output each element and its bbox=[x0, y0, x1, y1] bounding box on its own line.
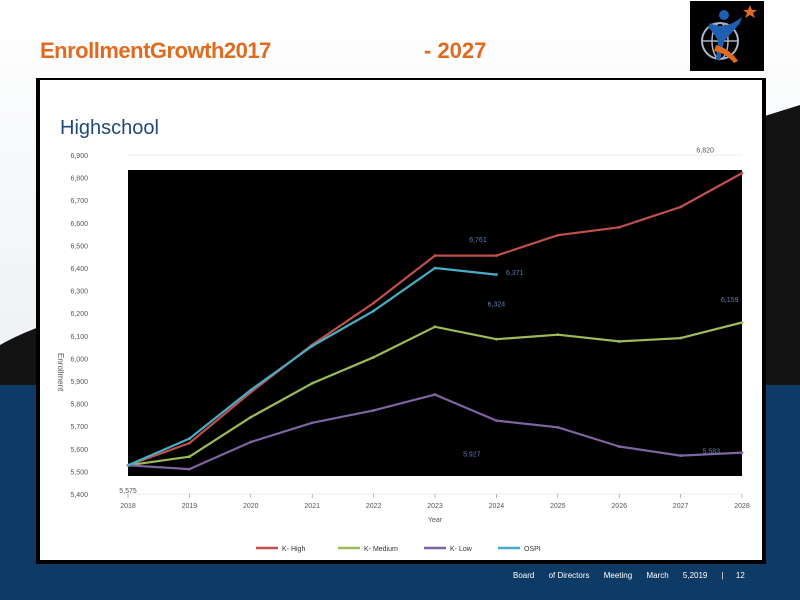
data-label: 5,583 bbox=[703, 448, 721, 455]
x-tick-label: 2018 bbox=[120, 503, 136, 510]
y-tick-label: 6,500 bbox=[70, 243, 88, 250]
data-point bbox=[188, 455, 191, 459]
x-tick-label: 2027 bbox=[673, 503, 689, 510]
data-point bbox=[433, 325, 437, 329]
x-axis-label: Year bbox=[428, 517, 443, 524]
legend-label: K- Medium bbox=[364, 546, 398, 553]
x-tick-label: 2023 bbox=[427, 503, 443, 510]
legend-label: OSPI bbox=[524, 546, 541, 553]
chart-frame: Highschool 5,400 5,500 5,600 5,700 5,800 5,90… bbox=[36, 78, 766, 564]
y-tick-label: 6,400 bbox=[70, 266, 88, 273]
footer-word: Board bbox=[513, 571, 535, 580]
data-point bbox=[495, 419, 498, 422]
x-tick-label: 2020 bbox=[243, 503, 259, 510]
x-tick-label: 2025 bbox=[550, 503, 566, 510]
y-tick-label: 5,900 bbox=[70, 379, 88, 386]
y-tick-label: 6,300 bbox=[70, 289, 88, 296]
data-point bbox=[495, 273, 498, 276]
x-tick-label: 2022 bbox=[366, 503, 382, 510]
data-point bbox=[740, 321, 744, 324]
data-point bbox=[372, 309, 375, 313]
y-tick-label: 5,400 bbox=[70, 492, 88, 499]
chart-title: Highschool bbox=[60, 117, 159, 139]
footer-word: of Directors bbox=[548, 571, 590, 580]
y-tick-label: 6,600 bbox=[70, 221, 88, 228]
y-tick-label: 5,600 bbox=[70, 447, 88, 454]
enrollment-line-chart: Highschool 5,400 5,500 5,600 5,700 5,800 5,90… bbox=[40, 80, 762, 560]
x-tick-label: 2019 bbox=[182, 503, 198, 510]
data-point bbox=[188, 437, 191, 441]
data-point bbox=[310, 344, 314, 348]
data-point bbox=[188, 441, 191, 445]
legend-label: K- Low bbox=[450, 546, 473, 553]
data-point bbox=[310, 381, 314, 385]
slide-footer: Board of Directors Meeting March 5,2019 … bbox=[513, 571, 757, 580]
y-tick-label: 6,700 bbox=[70, 198, 88, 205]
data-label: 6,324 bbox=[488, 301, 506, 308]
data-point bbox=[188, 467, 191, 471]
legend-label: K- High bbox=[282, 546, 305, 553]
data-point bbox=[556, 233, 560, 237]
chart-legend: K- High K- Medium K- Low OSPI bbox=[256, 546, 541, 553]
data-label: 6,159 bbox=[721, 297, 739, 304]
page-number: 12 bbox=[735, 571, 745, 580]
data-point bbox=[433, 254, 437, 257]
y-tick-label: 6,100 bbox=[70, 334, 88, 341]
slide-title: EnrollmentGrowth2017 bbox=[40, 38, 271, 63]
x-tick-label: 2024 bbox=[489, 503, 505, 510]
data-point bbox=[556, 425, 560, 429]
y-tick-label: 6,800 bbox=[70, 176, 88, 183]
data-point bbox=[249, 415, 253, 419]
y-tick-label: 5,700 bbox=[70, 424, 88, 431]
data-point bbox=[372, 408, 375, 412]
data-point bbox=[679, 205, 682, 209]
y-tick-label: 6,900 bbox=[70, 153, 88, 160]
data-point bbox=[249, 388, 253, 392]
data-point bbox=[679, 454, 682, 457]
footer-date: 5,2019 bbox=[682, 571, 708, 580]
data-point bbox=[679, 336, 682, 340]
data-label: 6,820 bbox=[696, 148, 714, 155]
data-point bbox=[372, 355, 375, 359]
data-point bbox=[495, 337, 498, 341]
plot-dark-fill bbox=[128, 170, 742, 476]
x-tick-label: 2028 bbox=[734, 503, 750, 510]
students-globe-logo-icon bbox=[690, 1, 764, 71]
data-label: 5,927 bbox=[463, 452, 481, 459]
data-point bbox=[433, 266, 437, 270]
footer-word: Meeting bbox=[603, 571, 633, 580]
data-point bbox=[126, 463, 130, 467]
y-tick-label: 6,200 bbox=[70, 311, 88, 318]
data-label: 6,371 bbox=[506, 270, 524, 277]
data-point bbox=[310, 421, 314, 425]
data-point bbox=[617, 340, 621, 343]
footer-separator: | bbox=[721, 571, 724, 580]
data-label: 5,575 bbox=[119, 488, 137, 495]
data-point bbox=[740, 171, 744, 175]
data-point bbox=[372, 301, 375, 305]
x-tick-label: 2026 bbox=[611, 503, 627, 510]
y-axis-label: Enrollment bbox=[56, 353, 65, 392]
data-point bbox=[617, 445, 621, 448]
y-tick-label: 5,500 bbox=[70, 469, 88, 476]
footer-word: March bbox=[646, 571, 669, 580]
slide-title-suffix: - 2027 bbox=[424, 38, 487, 63]
data-point bbox=[556, 333, 560, 337]
data-label: 6,761 bbox=[469, 237, 487, 244]
data-point bbox=[617, 225, 621, 229]
data-point bbox=[249, 440, 253, 444]
y-tick-label: 5,800 bbox=[70, 402, 88, 409]
data-point bbox=[433, 393, 437, 396]
y-tick-label: 6,000 bbox=[70, 356, 88, 363]
x-tick-label: 2021 bbox=[304, 503, 320, 510]
data-point bbox=[495, 254, 498, 257]
data-point bbox=[740, 451, 744, 455]
